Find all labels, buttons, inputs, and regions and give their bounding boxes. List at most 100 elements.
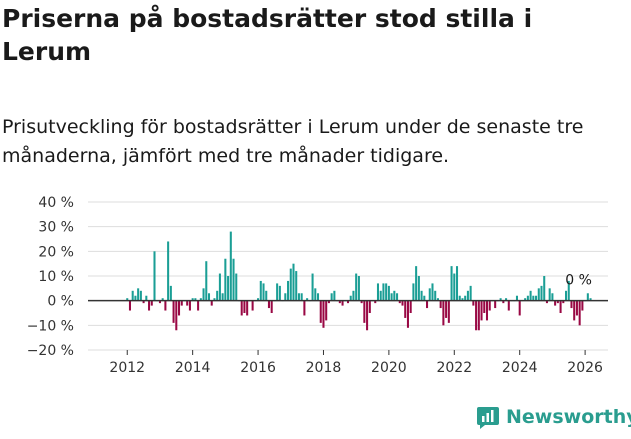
y-axis-tick-labels: −20 % −10 % 0 % 10 % 20 % 30 % 40 %	[27, 195, 74, 359]
bar	[205, 261, 208, 301]
bar	[494, 300, 497, 309]
bar	[488, 300, 491, 311]
y-tick-label: 0 %	[47, 294, 74, 310]
bar	[426, 300, 429, 309]
bar	[455, 266, 459, 301]
annotations: 0 %	[565, 273, 592, 289]
newsworthy-logo-icon	[477, 407, 499, 429]
bar	[188, 300, 191, 311]
bar	[148, 300, 151, 311]
bar	[349, 295, 352, 301]
bar	[284, 293, 287, 301]
bar	[360, 300, 363, 304]
bar	[240, 300, 243, 316]
bar	[420, 290, 423, 301]
bar	[194, 298, 197, 301]
bar	[379, 290, 382, 301]
bar	[216, 290, 219, 301]
bar	[417, 276, 420, 301]
bar	[565, 290, 568, 301]
bar	[278, 285, 281, 301]
bar	[161, 298, 164, 301]
bar	[243, 300, 246, 313]
bar	[562, 300, 565, 304]
bar	[396, 293, 399, 301]
y-tick-label: 20 %	[38, 244, 74, 260]
bar	[458, 295, 461, 301]
x-tick-label: 2012	[109, 360, 145, 376]
bar	[303, 300, 306, 316]
bar	[502, 300, 505, 304]
bar	[385, 283, 388, 301]
bar	[439, 300, 442, 309]
bar	[229, 231, 232, 301]
bar	[199, 298, 202, 301]
bar	[126, 298, 129, 301]
bar	[295, 271, 298, 301]
bar	[314, 288, 317, 301]
y-tick-label: −20 %	[27, 343, 74, 359]
bar	[442, 300, 445, 326]
bar	[589, 298, 592, 301]
bar	[567, 280, 570, 301]
bar	[142, 300, 145, 304]
bar	[453, 273, 456, 301]
bar	[276, 283, 279, 301]
bar	[554, 300, 557, 306]
bar	[368, 300, 371, 313]
bar	[131, 290, 134, 301]
y-tick-label: 10 %	[38, 269, 74, 285]
x-tick-label: 2022	[436, 360, 472, 376]
bar	[535, 295, 538, 301]
bar	[175, 300, 178, 331]
bar	[145, 295, 148, 301]
brand-logo: Newsworthy	[476, 405, 631, 429]
bar	[167, 241, 170, 301]
bar	[529, 290, 532, 301]
bar	[137, 288, 140, 301]
chart-subtitle: Prisutveckling för bostadsrätter i Lerum…	[2, 116, 584, 167]
bar	[445, 300, 448, 318]
bar	[265, 290, 268, 301]
bar	[259, 280, 262, 301]
bar	[224, 258, 227, 301]
bar	[325, 300, 328, 321]
bar	[191, 298, 194, 301]
bar	[540, 285, 543, 301]
bar	[387, 285, 390, 301]
bar	[406, 300, 409, 328]
bar	[300, 293, 303, 301]
bar	[570, 300, 573, 309]
bar	[578, 300, 581, 326]
bar	[128, 300, 131, 311]
bar	[382, 283, 385, 301]
bars	[88, 231, 608, 331]
bar	[409, 300, 412, 313]
bar	[227, 276, 230, 301]
bar	[341, 300, 344, 306]
brand-name: Newsworthy	[506, 406, 631, 428]
x-tick-label: 2026	[567, 360, 603, 376]
bar	[401, 300, 404, 306]
bar	[483, 300, 486, 313]
bar	[150, 300, 153, 306]
bar	[153, 251, 156, 301]
bar	[390, 293, 393, 301]
bar	[404, 300, 407, 318]
bar	[573, 300, 576, 321]
bar	[363, 300, 366, 323]
bar	[357, 276, 360, 301]
bar	[551, 293, 554, 301]
bar	[333, 290, 336, 301]
bar	[545, 300, 548, 304]
bar	[235, 273, 238, 301]
bar	[436, 298, 439, 301]
bar	[447, 300, 450, 323]
bar	[218, 273, 221, 301]
bar	[267, 300, 270, 309]
x-tick-label: 2016	[240, 360, 276, 376]
bar	[257, 298, 260, 301]
bar	[485, 300, 489, 321]
chart-title: Priserna på bostadsrätter stod stilla i …	[2, 4, 533, 66]
bar	[158, 300, 161, 304]
